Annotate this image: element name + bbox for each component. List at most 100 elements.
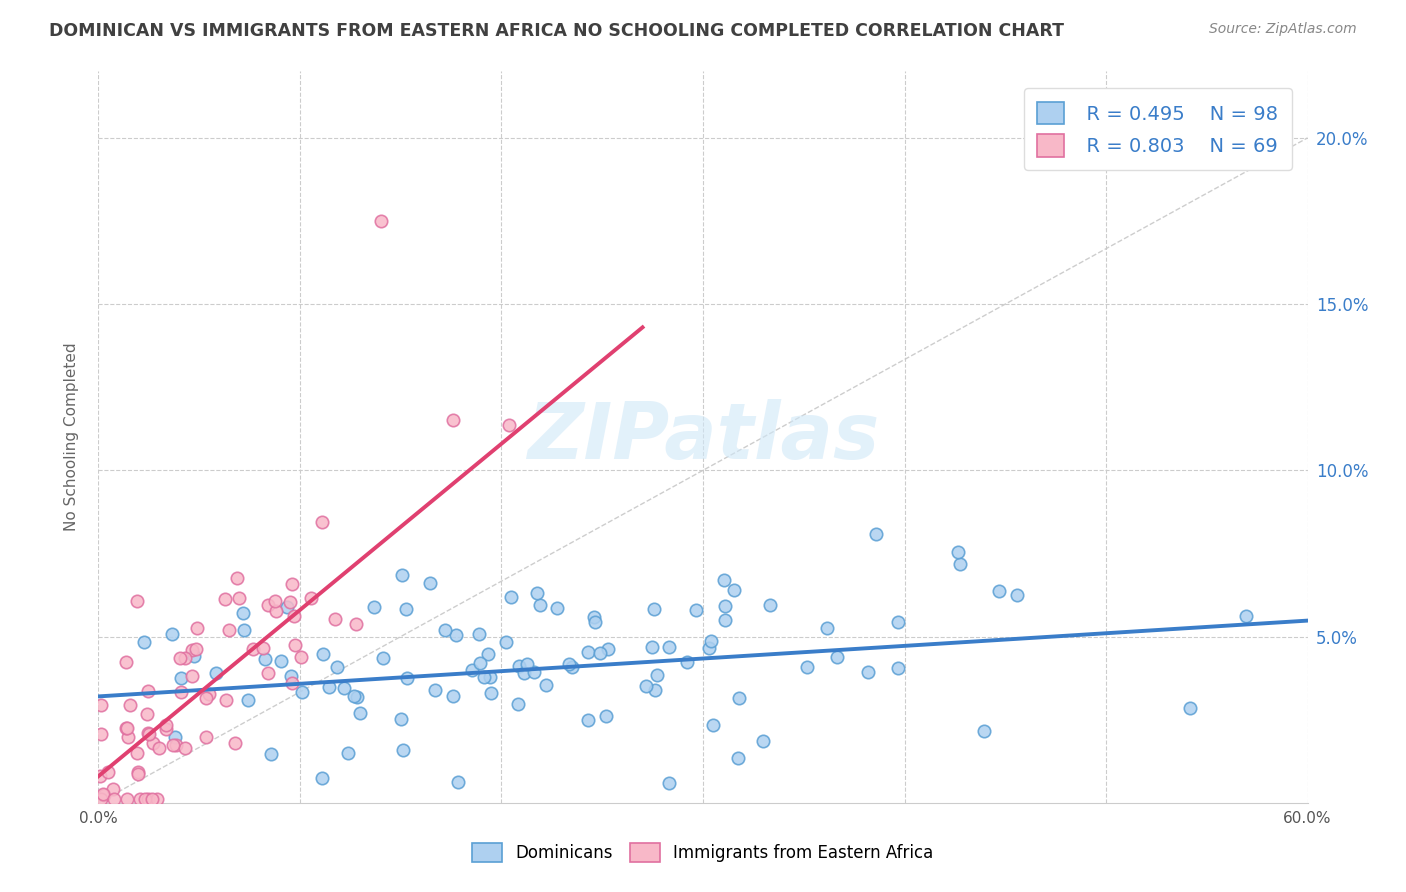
Point: [165, 738, 187, 752]
Point: [136, 792, 159, 806]
Point: [101, 782, 124, 797]
Point: [232, 606, 254, 620]
Point: [89, 769, 111, 783]
Point: [343, 689, 366, 703]
Point: [127, 746, 149, 760]
Point: [1178, 700, 1201, 714]
Point: [389, 712, 412, 726]
Point: [501, 590, 523, 604]
Point: [346, 690, 368, 705]
Point: [118, 698, 141, 713]
Point: [461, 663, 484, 677]
Point: [263, 593, 285, 607]
Point: [858, 665, 880, 679]
Point: [1005, 588, 1028, 602]
Point: [596, 641, 619, 656]
Point: [136, 725, 159, 739]
Point: [713, 574, 735, 588]
Point: [468, 656, 491, 670]
Point: [264, 604, 287, 618]
Point: [169, 671, 191, 685]
Legend: Dominicans, Immigrants from Eastern Africa: Dominicans, Immigrants from Eastern Afri…: [464, 834, 942, 871]
Point: [132, 635, 155, 649]
Point: [236, 693, 259, 707]
Point: [290, 649, 312, 664]
Point: [278, 595, 301, 609]
Point: [395, 671, 418, 685]
Point: [576, 714, 599, 728]
Point: [233, 623, 256, 637]
Point: [714, 613, 737, 627]
Point: [987, 584, 1010, 599]
Point: [658, 776, 681, 790]
Point: [90, 792, 112, 806]
Point: [589, 646, 612, 660]
Point: [825, 649, 848, 664]
Point: [546, 600, 568, 615]
Point: [714, 599, 737, 613]
Point: [242, 642, 264, 657]
Point: [160, 627, 183, 641]
Point: [135, 707, 157, 722]
Point: [218, 624, 240, 638]
Point: [138, 683, 160, 698]
Point: [195, 691, 218, 706]
Point: [434, 624, 457, 638]
Point: [392, 743, 415, 757]
Point: [645, 668, 668, 682]
Point: [174, 651, 197, 665]
Point: [257, 598, 280, 612]
Point: [516, 657, 538, 671]
Point: [141, 792, 163, 806]
Point: [260, 747, 283, 761]
Point: [186, 621, 208, 635]
Point: [498, 417, 520, 432]
Point: [281, 577, 304, 591]
Point: [506, 697, 529, 711]
Point: [326, 659, 349, 673]
Point: [186, 642, 208, 657]
Point: [699, 634, 721, 648]
Point: [127, 764, 149, 779]
Point: [512, 666, 534, 681]
Point: [643, 601, 665, 615]
Text: Source: ZipAtlas.com: Source: ZipAtlas.com: [1209, 22, 1357, 37]
Point: [115, 792, 138, 806]
Point: [395, 602, 418, 616]
Point: [270, 654, 292, 668]
Point: [685, 603, 707, 617]
Point: [253, 652, 276, 666]
Point: [887, 661, 910, 675]
Point: [332, 681, 354, 695]
Point: [479, 670, 502, 684]
Point: [183, 648, 205, 663]
Point: [323, 612, 346, 626]
Point: [467, 627, 489, 641]
Point: [676, 655, 699, 669]
Point: [526, 586, 548, 600]
Point: [165, 730, 187, 744]
Point: [337, 746, 360, 760]
Point: [644, 682, 666, 697]
Point: [311, 771, 333, 785]
Point: [252, 640, 274, 655]
Point: [318, 681, 340, 695]
Point: [198, 687, 221, 701]
Point: [534, 678, 557, 692]
Point: [276, 600, 298, 615]
Text: DOMINICAN VS IMMIGRANTS FROM EASTERN AFRICA NO SCHOOLING COMPLETED CORRELATION C: DOMINICAN VS IMMIGRANTS FROM EASTERN AFR…: [49, 22, 1064, 40]
Point: [134, 792, 156, 806]
Point: [752, 734, 775, 748]
Point: [146, 792, 169, 806]
Point: [973, 724, 995, 739]
Point: [91, 787, 114, 801]
Point: [419, 575, 441, 590]
Point: [727, 751, 749, 765]
Point: [90, 698, 112, 712]
Point: [479, 686, 502, 700]
Point: [312, 648, 335, 662]
Point: [115, 722, 138, 736]
Point: [181, 643, 204, 657]
Point: [946, 545, 969, 559]
Point: [148, 740, 170, 755]
